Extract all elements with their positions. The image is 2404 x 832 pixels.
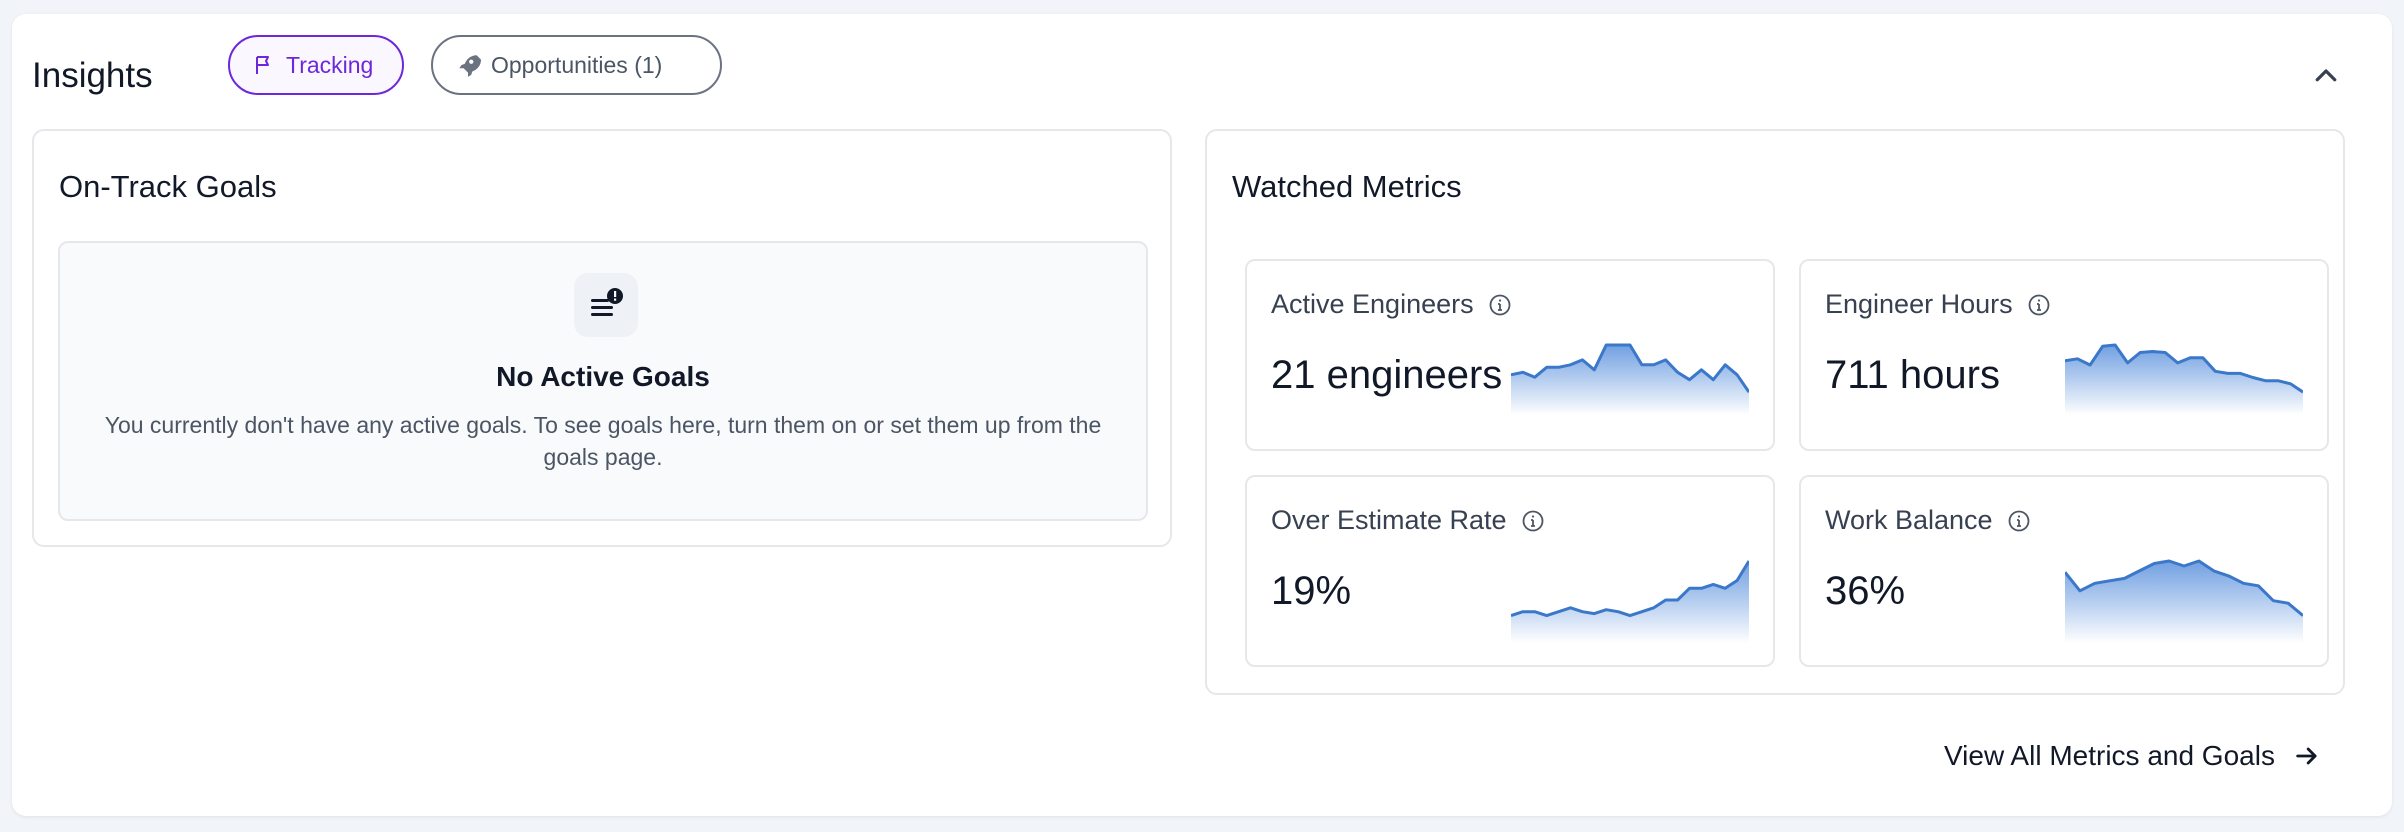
sparkline bbox=[1511, 343, 1749, 415]
sparkline bbox=[2065, 559, 2303, 643]
metric-label-row: Active Engineers bbox=[1271, 289, 1512, 320]
view-all-metrics-link[interactable]: View All Metrics and Goals bbox=[1944, 740, 2321, 772]
goals-empty-state: No Active Goals You currently don't have… bbox=[58, 241, 1148, 521]
tab-tracking[interactable]: Tracking bbox=[228, 35, 404, 95]
sparkline-line bbox=[2065, 559, 2303, 617]
metric-active-engineers[interactable]: Active Engineers 21 engineers bbox=[1245, 259, 1775, 451]
sparkline-line bbox=[2065, 343, 2303, 394]
rocket-icon bbox=[459, 55, 481, 77]
sparkline bbox=[2065, 343, 2303, 415]
info-icon[interactable] bbox=[2027, 293, 2051, 317]
sparkline-area bbox=[1511, 561, 1749, 643]
info-icon[interactable] bbox=[2007, 509, 2031, 533]
empty-goals-text: You currently don't have any active goal… bbox=[104, 412, 1102, 470]
metric-value: 21 engineers bbox=[1271, 353, 1503, 397]
metrics-title: Watched Metrics bbox=[1232, 169, 1462, 204]
tab-opportunities[interactable]: Opportunities (1) bbox=[431, 35, 722, 95]
chevron-up-icon bbox=[2315, 69, 2337, 82]
sparkline-line bbox=[1511, 560, 1749, 618]
sparkline-area bbox=[2065, 345, 2303, 415]
on-track-goals-card: On-Track Goals No Active Goals You curre… bbox=[32, 129, 1172, 547]
info-icon[interactable] bbox=[1521, 509, 1545, 533]
sparkline-line bbox=[1511, 343, 1749, 393]
metric-label-row: Engineer Hours bbox=[1825, 289, 2051, 320]
info-icon[interactable] bbox=[1488, 293, 1512, 317]
tab-opportunities-label: Opportunities (1) bbox=[491, 51, 663, 78]
metric-label-row: Work Balance bbox=[1825, 505, 2031, 536]
view-all-label: View All Metrics and Goals bbox=[1944, 740, 2275, 771]
metric-value: 711 hours bbox=[1825, 353, 2000, 397]
sparkline bbox=[1511, 560, 1749, 643]
tab-tracking-label: Tracking bbox=[286, 51, 374, 78]
metric-work-balance[interactable]: Work Balance 36% bbox=[1799, 475, 2329, 667]
empty-goals-title: No Active Goals bbox=[496, 361, 710, 392]
sparkline-area bbox=[2065, 561, 2303, 643]
flag-icon bbox=[256, 56, 269, 74]
metric-label-row: Over Estimate Rate bbox=[1271, 505, 1545, 536]
metric-label: Over Estimate Rate bbox=[1271, 505, 1507, 535]
metric-over-estimate-rate[interactable]: Over Estimate Rate 19% bbox=[1245, 475, 1775, 667]
list-alert-icon bbox=[591, 288, 623, 316]
metric-label: Engineer Hours bbox=[1825, 289, 2013, 319]
metric-label: Active Engineers bbox=[1271, 289, 1474, 319]
goals-title: On-Track Goals bbox=[59, 169, 277, 204]
metric-engineer-hours[interactable]: Engineer Hours 711 hours bbox=[1799, 259, 2329, 451]
page-title: Insights bbox=[32, 56, 153, 95]
empty-goals-icon-wrap bbox=[574, 273, 638, 337]
collapse-button[interactable] bbox=[2304, 54, 2348, 98]
arrow-right-icon bbox=[2296, 747, 2317, 765]
metric-value: 36% bbox=[1825, 569, 1906, 613]
metric-value: 19% bbox=[1271, 569, 1352, 613]
sparkline-area bbox=[1511, 345, 1749, 415]
metric-label: Work Balance bbox=[1825, 505, 1993, 535]
